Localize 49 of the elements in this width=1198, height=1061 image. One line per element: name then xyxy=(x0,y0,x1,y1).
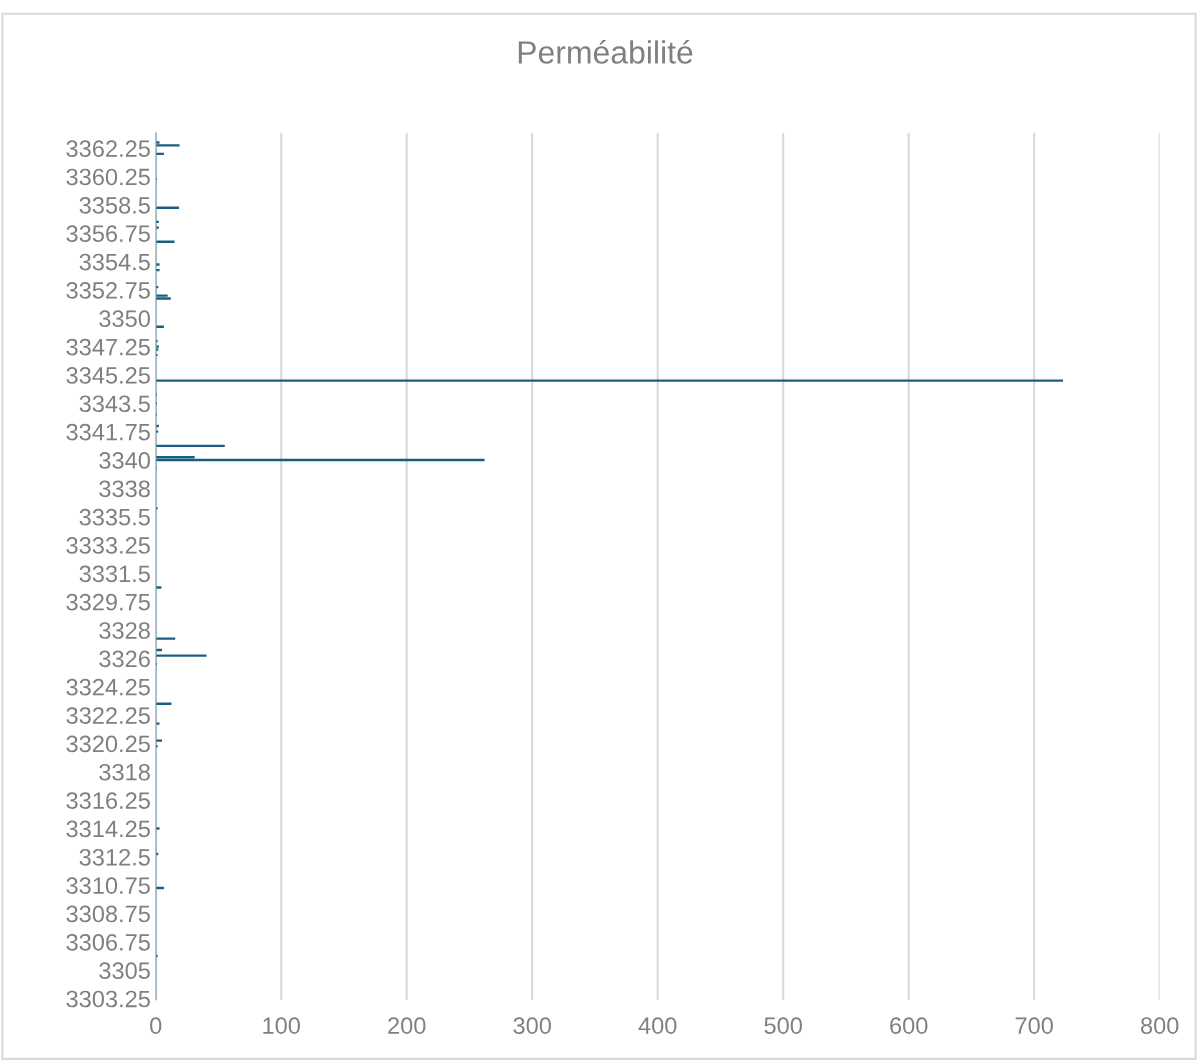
y-tick-label: 3338 xyxy=(99,480,150,498)
bar xyxy=(155,297,171,300)
x-tick-label: 200 xyxy=(388,1017,426,1034)
y-tick-label: 3333.25 xyxy=(66,537,150,554)
y-tick-label: 3326 xyxy=(99,650,150,668)
x-tick-label: 600 xyxy=(890,1017,928,1034)
y-tick-label: 3347.25 xyxy=(66,338,150,356)
x-tick-label: 500 xyxy=(764,1017,802,1034)
y-tick-label: 3322.25 xyxy=(66,707,150,724)
bar xyxy=(155,144,180,147)
bar xyxy=(155,294,168,297)
y-tick-label: 3340 xyxy=(99,452,150,469)
y-tick-label: 3331.5 xyxy=(79,565,150,583)
chart-title: Perméabilité xyxy=(518,39,693,64)
y-tick-label: 3360.25 xyxy=(66,168,150,186)
y-tick-label: 3350 xyxy=(99,310,150,328)
y-tick-label: 3305 xyxy=(99,962,150,980)
y-tick-label: 3312.5 xyxy=(79,848,150,866)
y-tick-label: 3320.25 xyxy=(66,735,150,753)
x-tick-label: 300 xyxy=(513,1017,551,1034)
x-tick-label: 0 xyxy=(150,1017,162,1034)
y-tick-label: 3329.75 xyxy=(66,593,150,611)
y-tick-label: 3306.75 xyxy=(66,933,150,951)
x-tick-label: 800 xyxy=(1140,1017,1179,1034)
y-tick-label: 3303.25 xyxy=(66,990,150,1008)
y-tick-label: 3343.5 xyxy=(79,395,150,413)
y-tick-label: 3308.75 xyxy=(66,905,150,923)
bar xyxy=(155,379,1064,382)
x-tick-label: 400 xyxy=(638,1017,677,1034)
y-tick-label: 3316.25 xyxy=(66,792,150,809)
x-tick-label: 700 xyxy=(1015,1017,1053,1034)
y-tick-label: 3335.5 xyxy=(79,508,150,526)
bar xyxy=(155,739,163,742)
y-tick-label: 3328 xyxy=(99,622,150,639)
bar xyxy=(155,654,207,657)
y-tick-label: 3352.75 xyxy=(66,282,150,299)
y-tick-label: 3345.25 xyxy=(66,367,150,384)
y-tick-label: 3341.75 xyxy=(66,423,150,441)
y-tick-label: 3362.25 xyxy=(66,140,150,157)
bar xyxy=(155,637,176,640)
y-tick-label: 3318 xyxy=(99,763,150,781)
y-tick-label: 3358.5 xyxy=(79,196,150,214)
y-tick-label: 3356.75 xyxy=(66,225,150,243)
y-tick-label: 3314.25 xyxy=(66,820,150,838)
y-tick-label: 3324.25 xyxy=(66,678,150,696)
y-tick-label: 3354.5 xyxy=(79,253,150,271)
bar xyxy=(155,586,162,589)
y-tick-label: 3310.75 xyxy=(66,877,150,894)
x-tick-label: 100 xyxy=(263,1017,301,1034)
